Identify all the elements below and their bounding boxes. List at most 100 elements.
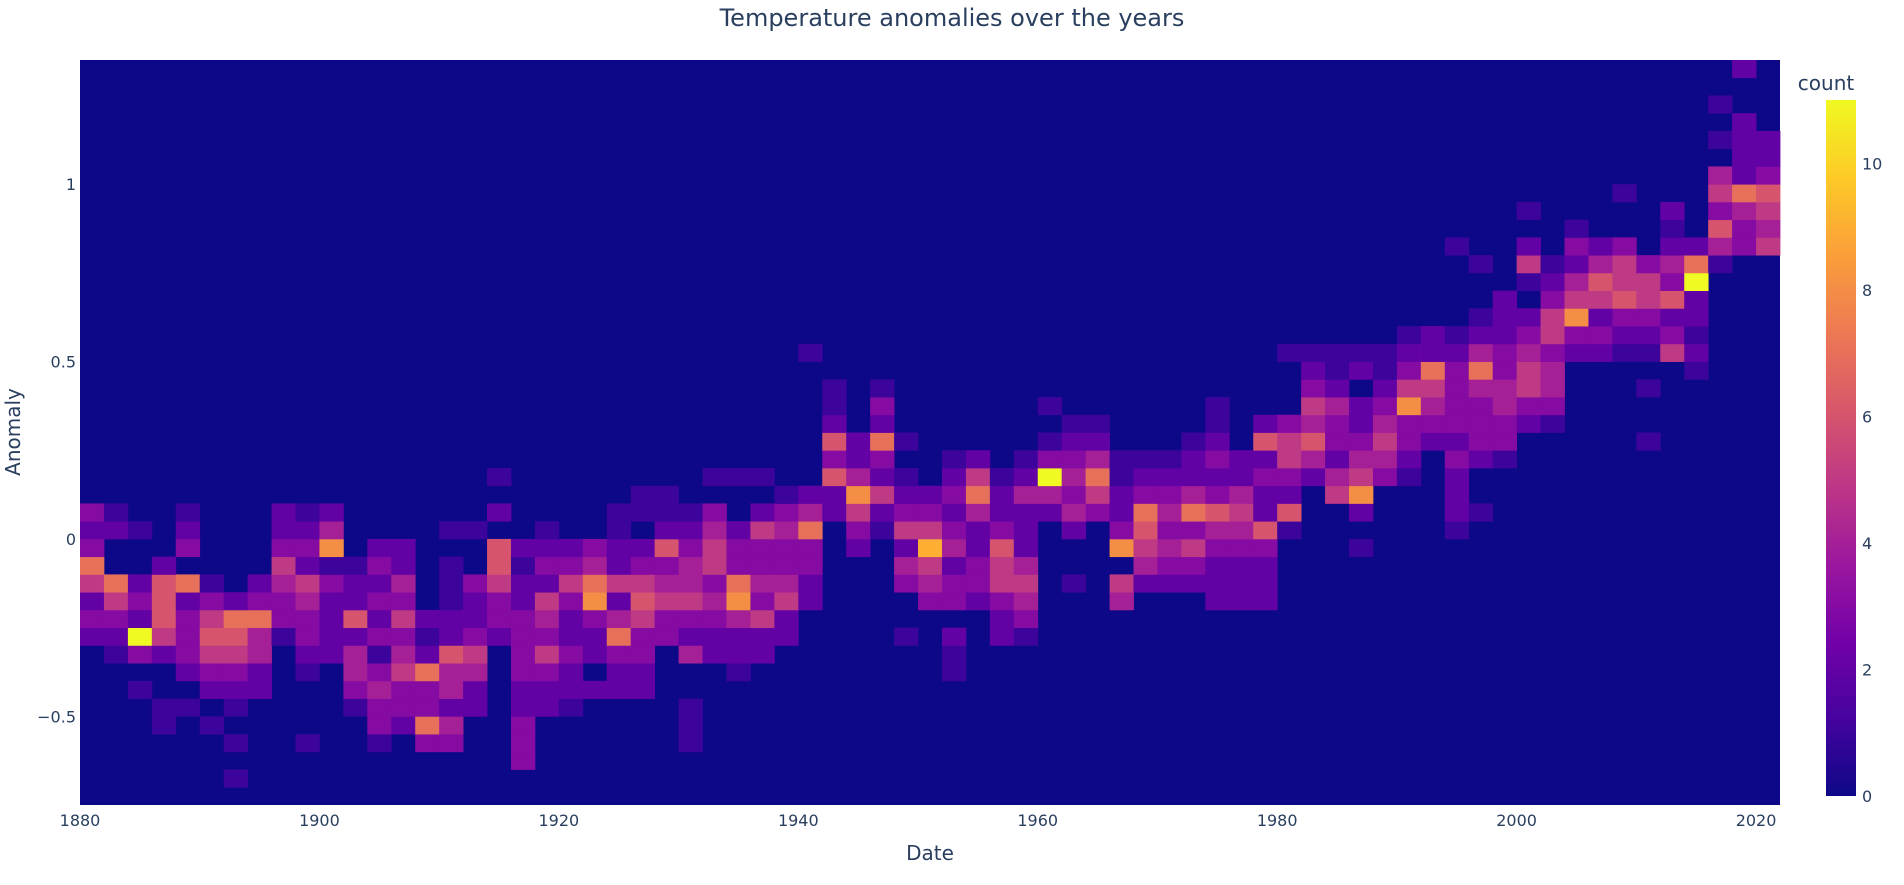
- heatmap-cell: [1061, 485, 1087, 504]
- heatmap-cell: [558, 609, 584, 629]
- heatmap-cell: [558, 680, 584, 699]
- heatmap-cell: [654, 503, 679, 522]
- heatmap-cell: [415, 609, 440, 629]
- heatmap-cell: [247, 663, 272, 682]
- heatmap-cell: [1205, 397, 1230, 416]
- heatmap-cell: [1061, 450, 1087, 469]
- heatmap-cell: [678, 627, 703, 646]
- heatmap-cell: [918, 485, 943, 504]
- heatmap-cell: [1205, 414, 1230, 433]
- heatmap-cell: [1540, 343, 1565, 362]
- heatmap-cell: [1109, 538, 1134, 558]
- heatmap-cell: [487, 627, 512, 646]
- heatmap-cell: [510, 627, 536, 646]
- colorbar-tick-label: 8: [1862, 281, 1872, 300]
- heatmap-cell: [1396, 326, 1422, 345]
- heatmap-cell: [750, 538, 775, 558]
- heatmap-cell: [534, 680, 560, 699]
- heatmap-cell: [894, 574, 919, 593]
- heatmap-cell: [1325, 379, 1350, 398]
- heatmap-cell: [487, 467, 512, 487]
- x-tick-label: 1900: [299, 811, 340, 830]
- heatmap-cell: [1349, 414, 1374, 433]
- heatmap-cell: [510, 751, 536, 770]
- heatmap-cell: [798, 556, 823, 575]
- heatmap-cell: [894, 556, 919, 575]
- heatmap-cell: [127, 645, 153, 664]
- heatmap-cell: [1325, 361, 1350, 380]
- heatmap-cell: [1684, 326, 1709, 345]
- heatmap-cell: [1205, 467, 1230, 487]
- heatmap-cell: [1732, 237, 1757, 256]
- heatmap-cell: [127, 592, 153, 611]
- heatmap-cell: [1708, 201, 1733, 221]
- heatmap-cell: [80, 574, 105, 593]
- heatmap-cell: [678, 521, 703, 540]
- heatmap-cell: [1085, 432, 1110, 451]
- heatmap-cell: [1085, 450, 1110, 469]
- heatmap-cell: [1516, 308, 1541, 327]
- heatmap-cell: [1612, 237, 1637, 256]
- heatmap-cell: [1444, 414, 1470, 433]
- heatmap-cell: [1564, 219, 1589, 238]
- heatmap-cell: [175, 645, 201, 664]
- heatmap-cell: [558, 556, 584, 575]
- heatmap-cell: [1372, 343, 1398, 362]
- x-tick-label: 1980: [1257, 811, 1298, 830]
- heatmap-cell: [726, 521, 751, 540]
- heatmap-cell: [1540, 361, 1565, 380]
- heatmap-cell: [1372, 414, 1398, 433]
- heatmap-cell: [1516, 237, 1541, 256]
- heatmap-cell: [1229, 467, 1254, 487]
- heatmap-cell: [247, 609, 272, 629]
- heatmap-cell: [1708, 219, 1733, 238]
- heatmap-cell: [726, 538, 751, 558]
- heatmap-cell: [1420, 343, 1446, 362]
- heatmap-cell: [1013, 574, 1039, 593]
- heatmap-cell: [1157, 538, 1182, 558]
- heatmap-cell: [1492, 414, 1518, 433]
- heatmap-cell: [223, 609, 248, 629]
- heatmap-cell: [774, 485, 799, 504]
- heatmap-cell: [1612, 255, 1637, 274]
- heatmap-cell: [1540, 255, 1565, 274]
- heatmap-cell: [1133, 556, 1158, 575]
- heatmap-cell: [295, 734, 320, 753]
- x-axis-title: Date: [906, 841, 954, 865]
- heatmap-cell: [439, 645, 464, 664]
- x-tick-label: 1940: [778, 811, 819, 830]
- heatmap-cell: [1253, 467, 1278, 487]
- heatmap-cell: [1396, 361, 1422, 380]
- heatmap-cell: [870, 450, 895, 469]
- heatmap-cell: [391, 609, 416, 629]
- heatmap-cell: [1612, 184, 1637, 203]
- heatmap-cell: [1229, 450, 1254, 469]
- heatmap-cell: [1277, 503, 1302, 522]
- heatmap-cell: [894, 521, 919, 540]
- heatmap-cell: [726, 609, 751, 629]
- heatmap-cell: [1181, 521, 1206, 540]
- heatmap-cell: [1157, 574, 1182, 593]
- heatmap-cell: [726, 592, 751, 611]
- heatmap-cell: [822, 485, 847, 504]
- heatmap-cell: [989, 627, 1015, 646]
- heatmap-cell: [918, 538, 943, 558]
- heatmap-cell: [127, 627, 153, 646]
- heatmap-cell: [1684, 343, 1709, 362]
- heatmap-cell: [1492, 450, 1518, 469]
- heatmap-cell: [223, 627, 248, 646]
- heatmap-cell: [1444, 467, 1470, 487]
- colorbar-tick-label: 10: [1862, 154, 1882, 173]
- heatmap-cell: [965, 538, 991, 558]
- heatmap-cell: [941, 467, 967, 487]
- y-tick-label: 1: [66, 175, 76, 194]
- heatmap-cell: [247, 627, 272, 646]
- heatmap-cell: [1229, 574, 1254, 593]
- heatmap-cell: [487, 503, 512, 522]
- heatmap-cell: [415, 698, 440, 717]
- heatmap-cell: [1540, 379, 1565, 398]
- heatmap-cell: [510, 680, 536, 699]
- heatmap-cell: [941, 521, 967, 540]
- heatmap-cell: [630, 485, 656, 504]
- heatmap-cell: [582, 627, 608, 646]
